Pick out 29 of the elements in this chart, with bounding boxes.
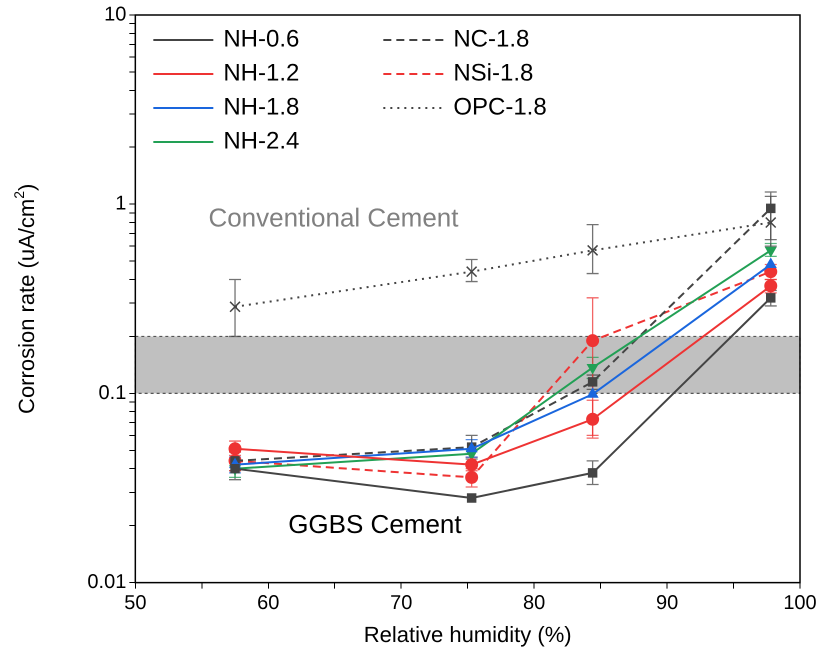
x-tick-label: 50 bbox=[124, 592, 146, 614]
legend-label: NH-0.6 bbox=[223, 26, 300, 53]
y-tick-label: 0.1 bbox=[98, 382, 126, 404]
x-tick-label: 80 bbox=[523, 592, 546, 614]
annotation: GGBS Cement bbox=[288, 509, 462, 540]
point bbox=[586, 244, 598, 256]
annotation: Conventional Cement bbox=[208, 202, 460, 233]
legend-label: OPC-1.8 bbox=[453, 94, 547, 121]
legend-label: NSi-1.8 bbox=[453, 60, 534, 87]
point bbox=[466, 266, 478, 278]
x-axis-title: Relative humidity (%) bbox=[364, 622, 572, 647]
x-tick-label: 60 bbox=[257, 592, 280, 614]
x-tick-label: 90 bbox=[656, 592, 678, 614]
legend-label: NH-2.4 bbox=[223, 128, 300, 155]
point bbox=[765, 246, 776, 257]
point bbox=[586, 412, 600, 426]
legend-label: NH-1.8 bbox=[223, 94, 300, 121]
y-tick-label: 10 bbox=[104, 4, 126, 26]
point bbox=[229, 301, 241, 312]
point bbox=[765, 216, 776, 228]
y-axis-title: Corrosion rate (uA/cm2) bbox=[10, 184, 40, 414]
legend-label: NH-1.2 bbox=[223, 60, 300, 87]
point bbox=[765, 258, 776, 268]
point bbox=[586, 334, 600, 348]
y-tick-label: 0.01 bbox=[87, 571, 126, 594]
x-tick-label: 100 bbox=[783, 592, 817, 614]
x-tick-label: 70 bbox=[390, 592, 412, 614]
y-tick-label: 1 bbox=[115, 192, 126, 215]
legend-label: NC-1.8 bbox=[453, 26, 530, 53]
